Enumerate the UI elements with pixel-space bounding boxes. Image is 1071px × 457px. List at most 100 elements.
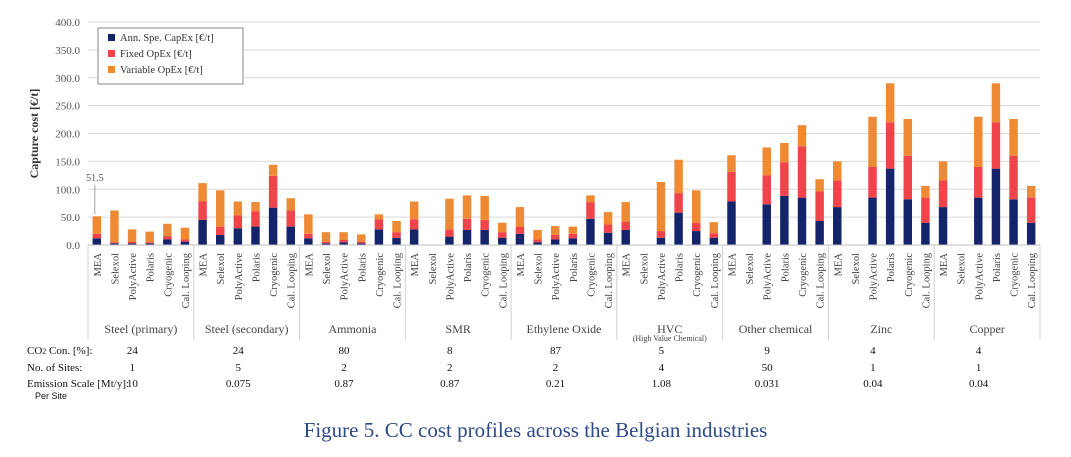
bar-smr-polyactive-s2 [445, 198, 454, 230]
bar-steel-primary--polaris-s0 [145, 243, 154, 245]
legend-entry: Variable OpEx [€/t] [120, 65, 203, 76]
bar-hvc-polaris-s1 [674, 193, 683, 213]
y-tick-label: 100.0 [55, 184, 80, 196]
bar-zinc-cal-looping-s2 [921, 185, 930, 198]
bar-other-chemical-cryogenic-s1 [797, 146, 807, 198]
bar-ethylene-oxide-selexol-s1 [533, 239, 542, 243]
category-label: Cryogenic [586, 253, 597, 297]
bar-hvc-cal-looping-s2 [709, 222, 719, 234]
bar-smr-cryogenic-s0 [480, 229, 489, 245]
legend-entry: Ann. Spe. CapEx [€/t] [120, 33, 214, 44]
scale-value: 0.031 [754, 378, 780, 390]
bar-smr-mea-s0 [409, 229, 419, 245]
bar-other-chemical-polyactive-s1 [762, 175, 771, 205]
category-label: PolyActive [234, 253, 245, 301]
bar-smr-polyactive-s0 [445, 236, 454, 245]
y-tick-label: 200.0 [55, 129, 80, 141]
bar-ethylene-oxide-polyactive-s1 [550, 234, 560, 240]
bar-copper-polyactive-s1 [974, 166, 983, 198]
bar-steel-primary--cryogenic-s2 [163, 223, 172, 237]
bar-zinc-polyactive-s2 [868, 116, 877, 167]
bar-steel-secondary--selexol-s0 [215, 234, 225, 245]
bar-hvc-polaris-s2 [674, 159, 683, 194]
bar-copper-polyactive-s0 [974, 197, 983, 245]
bar-ammonia-polyactive-s2 [339, 232, 348, 240]
sites-value: 2 [341, 362, 347, 374]
bar-zinc-polyactive-s1 [868, 166, 877, 198]
bar-hvc-cryogenic-s2 [691, 190, 701, 223]
category-label: MEA [939, 253, 950, 277]
bar-copper-cryogenic-s1 [1009, 155, 1018, 200]
bar-ethylene-oxide-polyactive-s0 [550, 239, 560, 245]
bar-zinc-cryogenic-s1 [903, 155, 913, 200]
category-label: MEA [410, 253, 421, 277]
bar-zinc-cryogenic-s2 [903, 119, 913, 156]
bar-other-chemical-cryogenic-s2 [797, 125, 807, 147]
group-label: Zinc [870, 322, 892, 336]
category-label: Polaris [675, 253, 686, 282]
category-label: PolyActive [551, 253, 562, 301]
category-label: Selexol [745, 253, 756, 285]
bar-steel-secondary--mea-s0 [198, 219, 207, 245]
bar-copper-polaris-s0 [991, 168, 1001, 245]
bar-ammonia-cryogenic-s0 [374, 229, 384, 245]
bar-ethylene-oxide-mea-s2 [515, 207, 525, 227]
category-label: Selexol [428, 253, 439, 285]
category-label: Polaris [357, 253, 368, 282]
category-label: PolyActive [974, 253, 985, 301]
bar-steel-secondary--cryogenic-s0 [268, 207, 278, 245]
bar-smr-polaris-s1 [462, 218, 472, 230]
bar-zinc-polaris-s2 [885, 83, 895, 123]
co2-value: 24 [232, 345, 244, 357]
bar-hvc-polyactive-s1 [656, 231, 666, 238]
group-label: Other chemical [739, 322, 813, 336]
bar-smr-cryogenic-s1 [480, 219, 489, 230]
bar-zinc-cryogenic-s0 [903, 199, 913, 245]
bar-ammonia-cryogenic-s1 [374, 219, 384, 230]
bar-steel-secondary--mea-s2 [198, 183, 207, 202]
sites-value: 1 [129, 362, 136, 374]
bar-copper-cal-looping-s1 [1026, 197, 1036, 223]
bar-ethylene-oxide-polaris-s2 [568, 226, 578, 234]
bar-copper-polaris-s2 [991, 83, 1001, 123]
bar-steel-primary--cal-looping-s1 [180, 239, 190, 242]
bar-steel-secondary--cal-looping-s0 [286, 226, 295, 245]
bar-steel-primary--mea-s1 [92, 233, 102, 239]
bar-other-chemical-cryogenic-s0 [797, 197, 807, 245]
bar-steel-secondary--cal-looping-s2 [286, 198, 295, 211]
bar-steel-secondary--cal-looping-s1 [286, 210, 295, 227]
bar-steel-primary--cryogenic-s1 [163, 236, 172, 240]
y-tick-label: 250.0 [55, 101, 80, 113]
bar-steel-primary--cal-looping-s0 [180, 241, 190, 245]
co2-row-label: CO2 Con. [%]: [27, 345, 93, 357]
co2-value: 5 [658, 345, 665, 357]
category-label: Cryogenic [798, 253, 809, 297]
bar-copper-mea-s1 [938, 180, 948, 208]
bar-steel-primary--polyactive-s0 [127, 243, 137, 245]
category-label: Cal. Looping [710, 252, 721, 308]
y-axis-label: Capture cost [€/t] [27, 89, 41, 179]
bar-hvc-polyactive-s0 [656, 237, 666, 245]
group-label: HVC [657, 322, 682, 336]
bar-other-chemical-polaris-s2 [780, 142, 789, 163]
sites-value: 50 [761, 362, 773, 374]
bar-smr-cal-looping-s2 [498, 222, 507, 233]
bar-hvc-polyactive-s2 [656, 182, 666, 232]
bar-ammonia-cal-looping-s0 [392, 237, 401, 245]
scale-value: 10 [126, 378, 138, 390]
bar-other-chemical-polyactive-s2 [762, 147, 771, 176]
category-label: Polaris [569, 253, 580, 282]
category-label: Cryogenic [904, 253, 915, 297]
category-label: Cal. Looping [393, 252, 404, 308]
scale-value: 0.21 [545, 378, 566, 390]
bar-ammonia-polyactive-s0 [339, 242, 348, 245]
bar-hvc-cryogenic-s0 [691, 231, 701, 245]
bar-copper-mea-s2 [938, 161, 948, 181]
bar-copper-cal-looping-s0 [1026, 222, 1036, 245]
sites-value: 1 [975, 362, 982, 374]
category-label: MEA [304, 253, 315, 277]
category-label: Polaris [251, 253, 262, 282]
bar-smr-polyactive-s1 [445, 229, 454, 237]
bar-other-chemical-polaris-s1 [780, 162, 789, 196]
co2-value: 9 [764, 345, 770, 357]
